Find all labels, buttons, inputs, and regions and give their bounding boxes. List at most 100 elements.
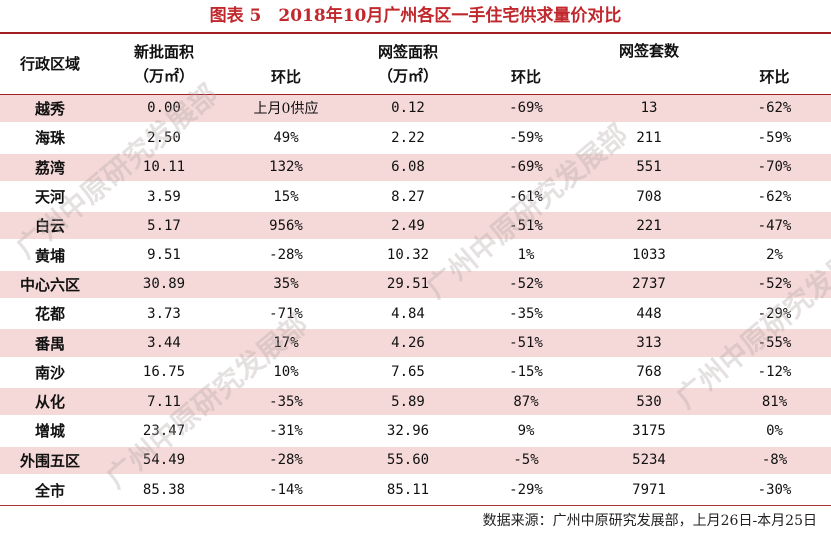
table-row: 外围五区 54.49 -28% 55.60 -5% 5234 -8% — [0, 444, 831, 475]
mom-new-cell: 35% — [228, 268, 344, 300]
mom-signed-cell: -61% — [472, 180, 580, 212]
signed-units-cell: 3175 — [580, 415, 718, 446]
table-row: 白云 5.17 956% 2.49 -51% 221 -47% — [0, 210, 831, 241]
new-area-cell: 7.11 — [100, 385, 228, 417]
new-area-cell: 9.51 — [100, 239, 228, 270]
mom-signed-cell: -69% — [472, 94, 580, 124]
mom-units-cell: -62% — [718, 94, 831, 124]
new-area-cell: 0.00 — [100, 94, 228, 124]
region-cell: 中心六区 — [0, 268, 100, 300]
top-rule — [0, 32, 831, 34]
table-row: 海珠 2.50 49% 2.22 -59% 211 -59% — [0, 122, 831, 153]
mom-new-cell: -28% — [228, 239, 344, 270]
table-row: 荔湾 10.11 132% 6.08 -69% 551 -70% — [0, 151, 831, 182]
table-row: 南沙 16.75 10% 7.65 -15% 768 -12% — [0, 356, 831, 387]
mom-signed-cell: -51% — [472, 327, 580, 358]
mom-new-cell: -28% — [228, 444, 344, 475]
supply-demand-table: 行政区域 新批面积 （万㎡） 环比 网签面积 （万㎡） 环比 网签套数 环比 越… — [0, 34, 831, 505]
header-new-area-line2: （万㎡） — [133, 66, 194, 85]
signed-units-cell: 530 — [580, 385, 718, 417]
signed-area-cell: 55.60 — [344, 444, 472, 475]
table-row: 从化 7.11 -35% 5.89 87% 530 81% — [0, 385, 831, 417]
new-area-cell: 3.59 — [100, 180, 228, 212]
signed-area-cell: 0.12 — [344, 94, 472, 124]
mom-signed-cell: 9% — [472, 415, 580, 446]
new-area-cell: 5.17 — [100, 210, 228, 241]
region-cell: 天河 — [0, 180, 100, 212]
mom-units-cell: 81% — [718, 385, 831, 417]
mom-new-cell: 956% — [228, 210, 344, 241]
mom-units-cell: -8% — [718, 444, 831, 475]
signed-area-cell: 5.89 — [344, 385, 472, 417]
region-cell: 花都 — [0, 298, 100, 329]
signed-units-cell: 13 — [580, 94, 718, 124]
table-body: 越秀 0.00 上月0供应 0.12 -69% 13 -62% 海珠 2.50 49% 2.22 -5… — [0, 94, 831, 505]
header-new-area: 新批面积 （万㎡） — [100, 34, 228, 94]
region-cell: 从化 — [0, 385, 100, 417]
mom-new-cell: -31% — [228, 415, 344, 446]
mom-signed-cell: -5% — [472, 444, 580, 475]
region-cell: 黄埔 — [0, 239, 100, 270]
table-title: 图表 5 2018年10月广州各区一手住宅供求量价对比 — [209, 6, 622, 26]
mom-new-cell: 17% — [228, 327, 344, 358]
new-area-cell: 2.50 — [100, 122, 228, 153]
table-row: 黄埔 9.51 -28% 10.32 1% 1033 2% — [0, 239, 831, 270]
mom-units-cell: 2% — [718, 239, 831, 270]
mom-new-cell: 15% — [228, 180, 344, 212]
signed-units-cell: 221 — [580, 210, 718, 241]
header-signed-area-line1: 网签面积 — [377, 42, 438, 61]
signed-area-cell: 4.84 — [344, 298, 472, 329]
new-area-cell: 16.75 — [100, 356, 228, 387]
table-row: 中心六区 30.89 35% 29.51 -52% 2737 -52% — [0, 268, 831, 300]
region-cell: 荔湾 — [0, 151, 100, 182]
mom-units-cell: -47% — [718, 210, 831, 241]
signed-units-cell: 313 — [580, 327, 718, 358]
table-row: 增城 23.47 -31% 32.96 9% 3175 0% — [0, 415, 831, 446]
mom-new-cell: -35% — [228, 385, 344, 417]
signed-area-cell: 2.22 — [344, 122, 472, 153]
mom-new-cell: 10% — [228, 356, 344, 387]
signed-units-cell: 211 — [580, 122, 718, 153]
signed-area-cell: 4.26 — [344, 327, 472, 358]
new-area-cell: 3.44 — [100, 327, 228, 358]
mom-units-cell: -12% — [718, 356, 831, 387]
table-row: 天河 3.59 15% 8.27 -61% 708 -62% — [0, 180, 831, 212]
table-row: 番禺 3.44 17% 4.26 -51% 313 -55% — [0, 327, 831, 358]
table-row: 花都 3.73 -71% 4.84 -35% 448 -29% — [0, 298, 831, 329]
mom-units-cell: -62% — [718, 180, 831, 212]
signed-area-cell: 8.27 — [344, 180, 472, 212]
signed-area-cell: 10.32 — [344, 239, 472, 270]
signed-area-cell: 29.51 — [344, 268, 472, 300]
signed-units-cell: 551 — [580, 151, 718, 182]
new-area-cell: 54.49 — [100, 444, 228, 475]
region-cell: 全市 — [0, 473, 100, 505]
new-area-cell: 30.89 — [100, 268, 228, 300]
header-mom-new: 环比 — [270, 68, 301, 87]
region-cell: 外围五区 — [0, 444, 100, 475]
mom-new-cell: 132% — [228, 151, 344, 182]
mom-units-cell: -29% — [718, 298, 831, 329]
signed-units-cell: 5234 — [580, 444, 718, 475]
new-area-cell: 85.38 — [100, 473, 228, 505]
mom-signed-cell: -29% — [472, 473, 580, 505]
region-cell: 增城 — [0, 415, 100, 446]
signed-units-cell: 708 — [580, 180, 718, 212]
header-region: 行政区域 — [19, 55, 80, 74]
header-signed-area-line2: （万㎡） — [377, 66, 438, 85]
signed-units-cell: 1033 — [580, 239, 718, 270]
signed-units-cell: 2737 — [580, 268, 718, 300]
mom-units-cell: 0% — [718, 415, 831, 446]
signed-area-cell: 2.49 — [344, 210, 472, 241]
header-new-area-line1: 新批面积 — [133, 42, 194, 61]
mom-signed-cell: -35% — [472, 298, 580, 329]
mom-units-cell: -30% — [718, 473, 831, 505]
new-area-cell: 3.73 — [100, 298, 228, 329]
mom-units-cell: -55% — [718, 327, 831, 358]
mom-units-cell: -52% — [718, 268, 831, 300]
signed-units-cell: 768 — [580, 356, 718, 387]
mom-signed-cell: -59% — [472, 122, 580, 153]
signed-area-cell: 85.11 — [344, 473, 472, 505]
region-cell: 白云 — [0, 210, 100, 241]
region-cell: 番禺 — [0, 327, 100, 358]
table-row: 越秀 0.00 上月0供应 0.12 -69% 13 -62% — [0, 94, 831, 124]
